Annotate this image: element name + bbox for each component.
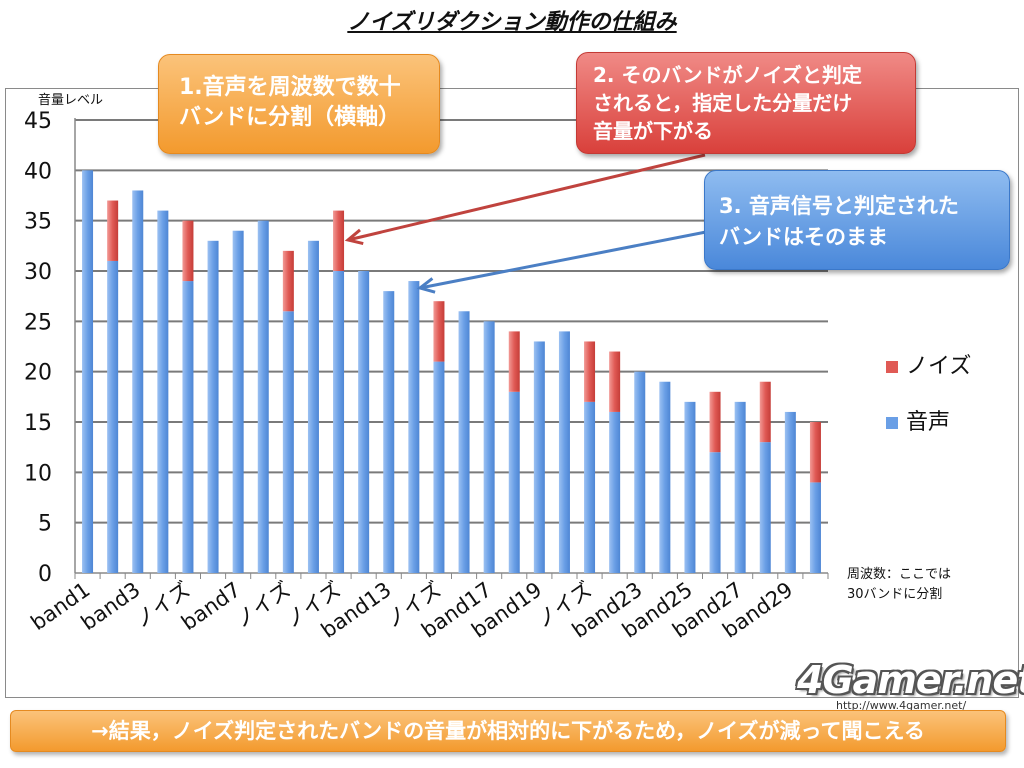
bar-voice-band22 (609, 411, 621, 573)
bar-noise-band9 (282, 250, 294, 312)
axis-note: 周波数：ここでは 30バンドに分割 (847, 565, 951, 605)
bar-voice-band25 (684, 401, 696, 573)
bar-voice-band30 (809, 482, 821, 573)
bar-voice-band7 (232, 230, 244, 573)
chart-title: ノイズリダクション動作の仕組み (347, 10, 677, 35)
bar-voice-band21 (584, 401, 596, 573)
bar-voice-band28 (759, 442, 771, 573)
y-tick-label: 25 (24, 310, 52, 335)
y-tick-label: 0 (38, 562, 52, 587)
y-tick-label: 35 (24, 210, 52, 235)
bar-noise-band30 (809, 422, 821, 483)
callout-line: バンドはそのまま (719, 225, 889, 249)
y-tick-label: 20 (24, 361, 52, 386)
bar-voice-band4 (157, 210, 169, 573)
y-tick-label: 40 (24, 159, 52, 184)
bar-noise-band26 (709, 391, 721, 453)
x-tick-label: ノイズ (230, 577, 295, 632)
legend-item-noise: ノイズ (886, 348, 971, 380)
arrow-noise-head (344, 228, 364, 246)
callout-line: 2. そのバンドがノイズと判定 (593, 63, 862, 87)
site-url: http://www.4gamer.net/ (836, 699, 967, 712)
bar-voice-band15 (433, 361, 445, 573)
bar-voice-band2 (107, 260, 119, 573)
bar-voice-band20 (558, 331, 570, 573)
callout-line: 1.音声を周波数で数十 (179, 75, 401, 100)
bar-voice-band24 (659, 381, 671, 573)
bar-voice-band26 (709, 452, 721, 573)
bar-noise-band21 (584, 341, 596, 402)
bar-noise-band11 (333, 210, 345, 271)
legend-label-voice: 音声 (906, 410, 951, 435)
legend-swatch-noise (886, 361, 898, 373)
bar-noise-band5 (182, 220, 194, 282)
x-tick-label: band7 (177, 577, 245, 635)
bar-noise-band18 (508, 331, 520, 392)
callout-band-split: 1.音声を周波数で数十 バンドに分割（横軸） (158, 54, 440, 154)
arrow-voice-head (416, 277, 436, 294)
x-tick-label: band3 (77, 577, 145, 635)
callout-line: バンドに分割（横軸） (179, 105, 401, 130)
callout-line: 3. 音声信号と判定された (719, 194, 959, 218)
y-tick-label: 10 (24, 461, 52, 486)
bar-voice-band17 (483, 321, 495, 573)
y-axis-label: 音量レベル (38, 92, 103, 108)
bar-voice-band11 (333, 271, 345, 573)
result-banner: →結果，ノイズ判定されたバンドの音量が相対的に下がるため，ノイズが減って聞こえる (10, 710, 1006, 752)
site-logo: 4Gamer.net (797, 658, 1024, 702)
bar-voice-band6 (207, 240, 219, 574)
bar-voice-band8 (257, 220, 269, 573)
y-tick-label: 15 (24, 411, 52, 436)
bar-voice-band1 (82, 170, 94, 574)
bar-noise-band2 (107, 200, 119, 261)
y-tick-label: 45 (24, 109, 52, 134)
callout-noise-reduced: 2. そのバンドがノイズと判定 されると，指定した分量だけ 音量が下がる (576, 52, 916, 154)
bar-noise-band22 (609, 351, 621, 412)
bar-voice-band29 (784, 411, 796, 573)
axis-note-line: 30バンドに分割 (847, 587, 943, 602)
bar-voice-band9 (282, 311, 294, 573)
axis-note-line: 周波数：ここでは (847, 567, 952, 582)
bar-voice-band12 (358, 271, 370, 573)
legend-item-voice: 音声 (886, 404, 950, 436)
bar-voice-band10 (307, 240, 319, 574)
bar-voice-band13 (383, 291, 395, 573)
bar-voice-band27 (734, 401, 746, 573)
bar-voice-band16 (458, 311, 470, 573)
arrow-noise (347, 153, 706, 242)
callout-line: 音量が下がる (593, 119, 713, 143)
bar-voice-band23 (634, 371, 646, 573)
legend-swatch-voice (886, 417, 898, 429)
bar-voice-band18 (508, 391, 520, 573)
bar-noise-band15 (433, 301, 445, 362)
bar-noise-band28 (759, 381, 771, 443)
bar-voice-band19 (533, 341, 545, 573)
legend-label-noise: ノイズ (906, 354, 972, 379)
callout-voice-kept: 3. 音声信号と判定された バンドはそのまま (704, 170, 1010, 270)
callout-line: されると，指定した分量だけ (593, 91, 853, 115)
y-tick-label: 30 (24, 260, 52, 285)
bar-voice-band14 (408, 281, 420, 573)
bar-voice-band3 (132, 190, 144, 573)
y-tick-label: 5 (38, 512, 52, 537)
bar-voice-band5 (182, 281, 194, 573)
arrow-voice (419, 230, 707, 290)
